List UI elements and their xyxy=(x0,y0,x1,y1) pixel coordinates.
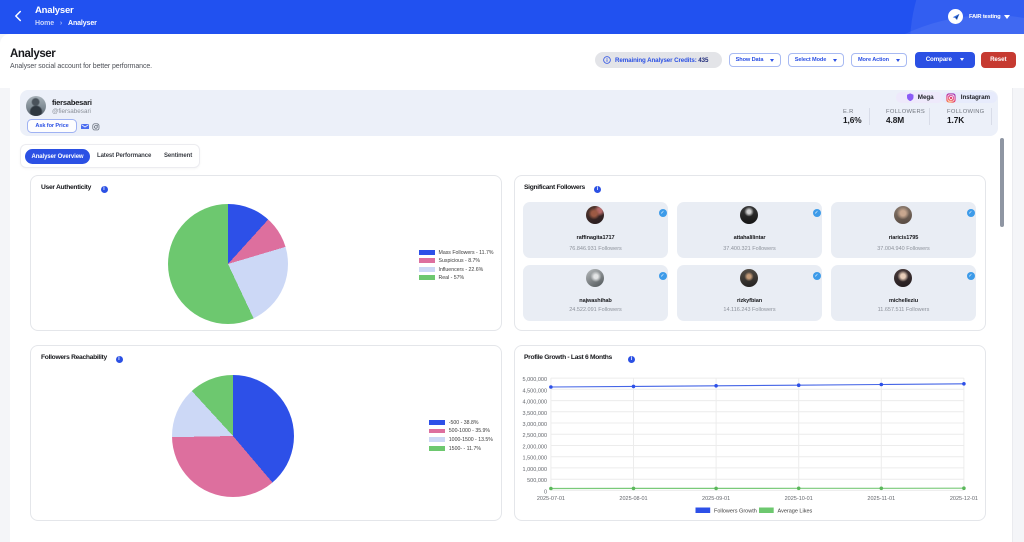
svg-text:4,000,000: 4,000,000 xyxy=(523,400,547,406)
svg-text:500,000: 500,000 xyxy=(527,478,547,484)
svg-text:2025-10-01: 2025-10-01 xyxy=(785,496,813,502)
svg-text:2,500,000: 2,500,000 xyxy=(523,433,547,439)
svg-text:3,000,000: 3,000,000 xyxy=(523,422,547,428)
svg-text:3,500,000: 3,500,000 xyxy=(523,411,547,417)
svg-text:2025-08-01: 2025-08-01 xyxy=(619,496,647,502)
svg-text:Average Likes: Average Likes xyxy=(778,509,813,515)
svg-text:1,500,000: 1,500,000 xyxy=(523,456,547,462)
svg-text:5,000,000: 5,000,000 xyxy=(523,377,547,383)
svg-text:Followers Growth: Followers Growth xyxy=(714,509,757,515)
svg-text:1,000,000: 1,000,000 xyxy=(523,467,547,473)
svg-text:2025-07-01: 2025-07-01 xyxy=(537,496,565,502)
svg-text:2,000,000: 2,000,000 xyxy=(523,445,547,451)
svg-text:2025-12-01: 2025-12-01 xyxy=(950,496,978,502)
svg-text:0: 0 xyxy=(544,489,547,495)
svg-text:2025-11-01: 2025-11-01 xyxy=(867,496,895,502)
svg-text:2025-09-01: 2025-09-01 xyxy=(702,496,730,502)
svg-text:4,500,000: 4,500,000 xyxy=(523,388,547,394)
